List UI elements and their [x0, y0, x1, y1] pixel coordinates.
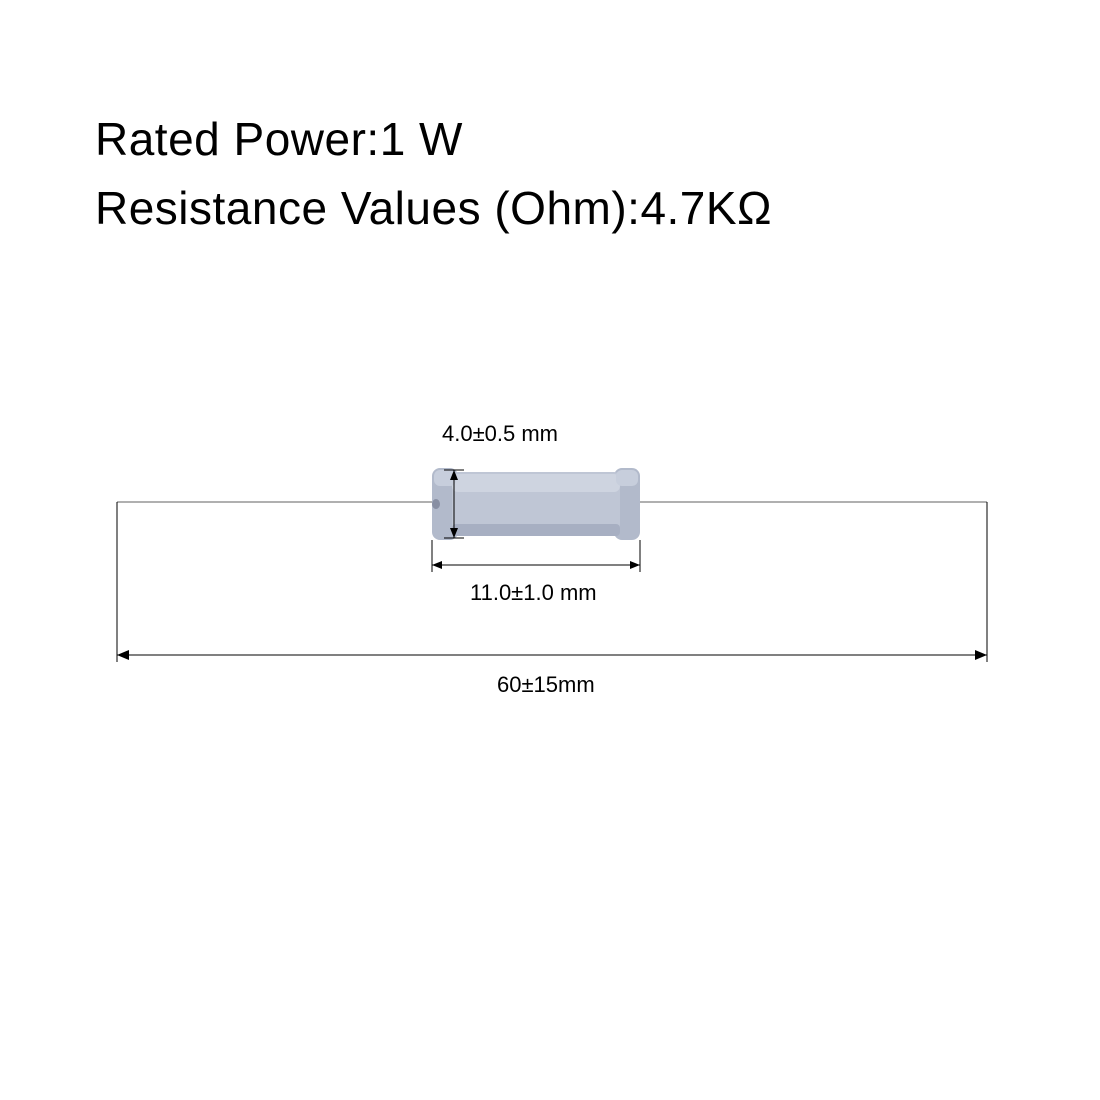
- dim-body-length-label: 11.0±1.0 mm: [470, 580, 597, 606]
- dim-total-length-label: 60±15mm: [497, 672, 595, 698]
- resistor-body: [432, 468, 640, 540]
- resistor-diagram: [0, 0, 1100, 1100]
- page: Rated Power:1 W Resistance Values (Ohm):…: [0, 0, 1100, 1100]
- dim-body-length: [432, 540, 640, 572]
- dim-diameter-label: 4.0±0.5 mm: [442, 421, 558, 447]
